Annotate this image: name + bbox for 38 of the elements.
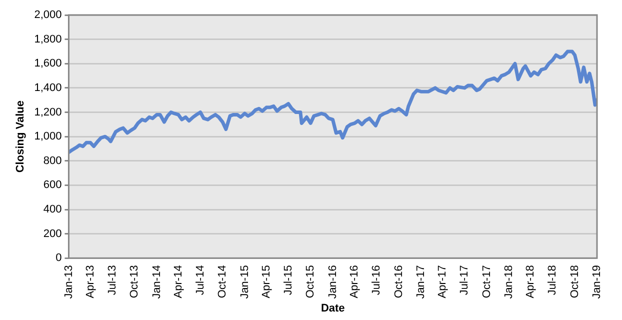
x-tick-label: Apr-13 [84, 265, 96, 298]
x-tick-label: Oct-15 [304, 265, 317, 298]
x-tick-label: Jul-14 [194, 265, 206, 296]
x-axis-title: Date [320, 302, 345, 314]
x-tick-label: Jul-17 [458, 265, 471, 296]
y-tick-label: 1,800 [34, 33, 62, 46]
x-tick-label: Jan-19 [591, 265, 604, 299]
x-tick-label: Jan-14 [150, 265, 163, 299]
x-tick-label: Jan-17 [415, 265, 428, 299]
x-tick-label: Jan-18 [503, 265, 516, 299]
x-tick-label: Jan-13 [62, 265, 75, 299]
y-tick-label: 600 [43, 179, 62, 192]
y-tick-label: 400 [43, 204, 62, 216]
x-tick-label: Oct-18 [568, 265, 581, 298]
x-tick-label: Apr-16 [348, 265, 361, 298]
x-tick-label: Oct-14 [216, 265, 229, 298]
y-tick-label: 0 [56, 252, 62, 264]
y-tick-label: 1,200 [34, 106, 62, 118]
y-tick-label: 1,400 [34, 82, 62, 94]
x-tick-label: Jan-15 [238, 265, 251, 299]
x-tick-label: Apr-17 [436, 265, 449, 298]
y-tick-label: 2,000 [34, 9, 62, 22]
x-tick-label: Jul-15 [282, 265, 294, 296]
y-tick-label: 800 [43, 154, 62, 167]
x-tick-label: Jul-13 [106, 265, 118, 296]
y-tick-label: 1,600 [34, 58, 62, 70]
y-axis-title: Closing Value [14, 100, 27, 173]
x-tick-label: Oct-16 [392, 265, 405, 298]
y-tick-label: 200 [43, 228, 62, 240]
x-tick-label: Oct-17 [480, 265, 493, 298]
x-tick-label: Apr-18 [524, 265, 537, 298]
x-tick-label: Jan-16 [326, 265, 339, 299]
x-tick-label: Jul-18 [546, 265, 559, 296]
x-tick-label: Oct-13 [128, 265, 141, 298]
x-tick-label: Apr-15 [260, 265, 272, 298]
x-tick-label: Apr-14 [172, 265, 184, 298]
y-tick-label: 1,000 [34, 130, 62, 143]
x-tick-label: Jul-16 [370, 265, 383, 296]
